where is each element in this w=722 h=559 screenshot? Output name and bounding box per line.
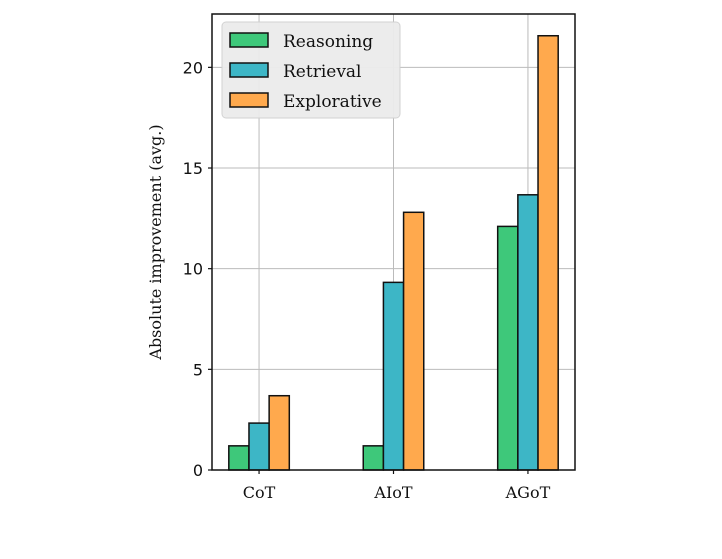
bar-reasoning-agot (496, 225, 519, 471)
legend: Reasoning Retrieval Explorative (221, 21, 401, 119)
bar-explorative-cot (268, 394, 291, 471)
y-axis-label: Absolute improvement (avg.) (146, 124, 165, 360)
x-tick-label: AGoT (505, 483, 551, 502)
bars (228, 34, 559, 471)
legend-label: Retrieval (283, 62, 362, 82)
bar-explorative-aiot (402, 211, 425, 471)
y-tick-label: 5 (193, 360, 203, 379)
y-tick-label: 10 (183, 260, 203, 279)
legend-swatch-retrieval (229, 62, 269, 78)
bar-retrieval-cot (248, 422, 270, 471)
bar-reasoning-cot (228, 445, 250, 471)
legend-label: Explorative (283, 92, 382, 112)
y-tick-label: 0 (193, 461, 203, 480)
legend-label: Reasoning (283, 32, 373, 52)
bar-retrieval-agot (517, 194, 539, 471)
bar-reasoning-aiot (362, 445, 385, 471)
x-tick-label: AIoT (373, 483, 413, 502)
y-axis: 0 5 10 15 20 (183, 58, 212, 480)
legend-swatch-explorative (229, 92, 269, 108)
bar-explorative-agot (537, 34, 559, 471)
bar-retrieval-aiot (382, 281, 405, 471)
x-axis: CoT AIoT AGoT (243, 470, 551, 502)
legend-swatch-reasoning (229, 32, 269, 48)
y-tick-label: 15 (183, 159, 203, 178)
x-tick-label: CoT (243, 483, 276, 502)
y-tick-label: 20 (183, 58, 203, 77)
